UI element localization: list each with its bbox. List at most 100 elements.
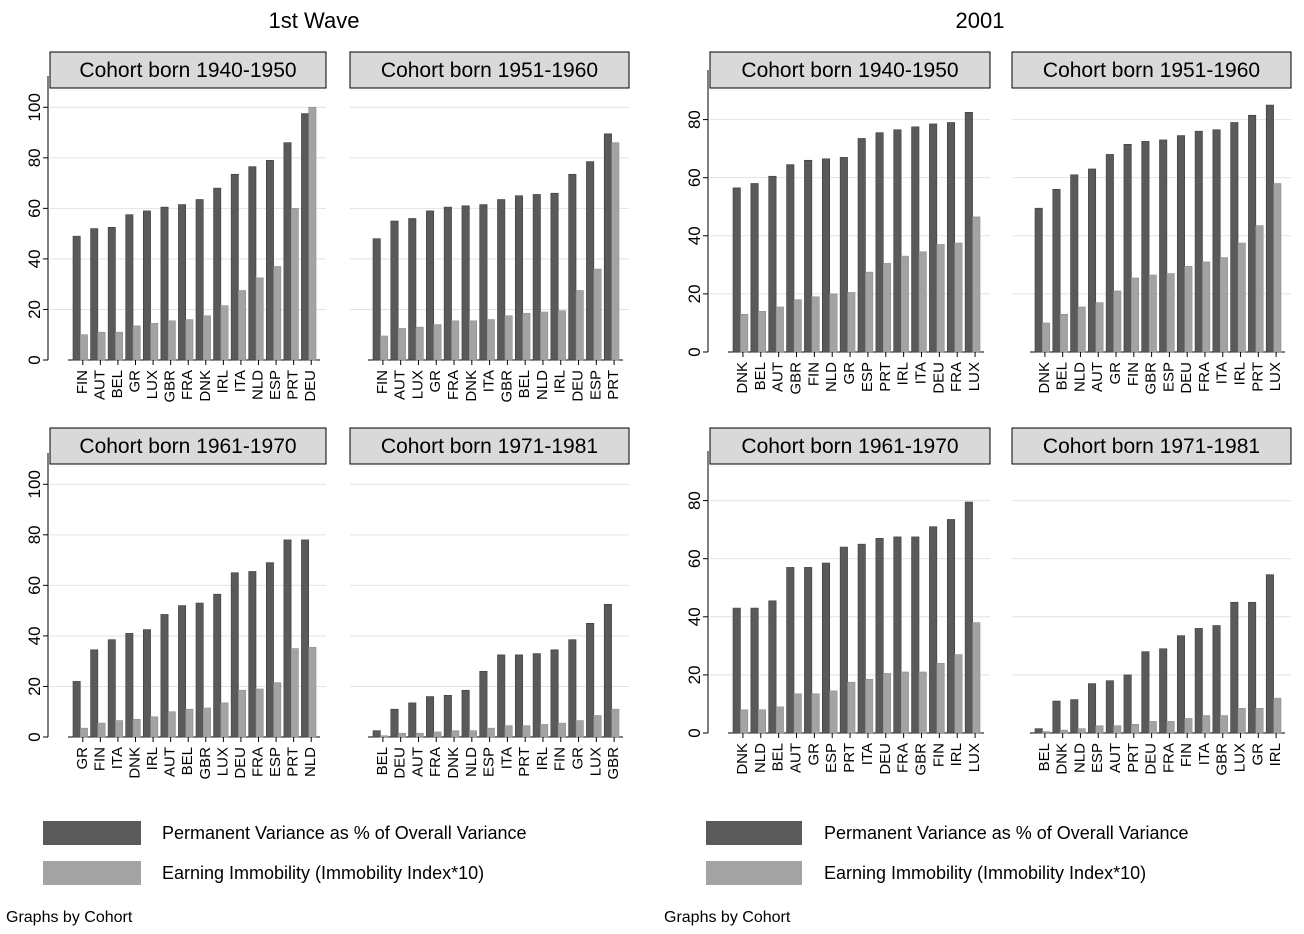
bar-immobility [308, 646, 317, 738]
bar-immobility [167, 711, 176, 738]
bar-permanent [514, 195, 523, 361]
x-tick-label: AUT [91, 370, 108, 400]
x-tick-label: IRL [552, 370, 569, 393]
bar-immobility [150, 323, 159, 361]
legend-label-permanent: Permanent Variance as % of Overall Varia… [824, 823, 1189, 843]
x-tick-label: BEL [770, 743, 787, 771]
bar-permanent [768, 600, 777, 734]
bar-permanent [301, 113, 310, 361]
x-tick-label: AUT [787, 743, 804, 773]
bar-permanent [1141, 141, 1150, 353]
x-tick-label: ESP [267, 370, 284, 400]
bar-permanent [1194, 130, 1203, 353]
x-tick-label: FRA [249, 747, 266, 777]
bar-immobility [865, 678, 874, 734]
x-tick-label: PRT [877, 362, 894, 392]
bar-immobility [1059, 313, 1068, 353]
bar-permanent [821, 158, 831, 353]
bar-immobility [290, 648, 299, 738]
x-tick-label: DNK [1054, 743, 1071, 775]
bar-immobility [1237, 242, 1246, 353]
x-tick-label: DNK [1036, 362, 1053, 394]
bar-immobility [882, 263, 892, 353]
legend-swatch-permanent [43, 821, 141, 845]
bar-permanent [732, 187, 741, 353]
bar-immobility [811, 693, 820, 734]
x-tick-label: ESP [267, 747, 284, 777]
bar-permanent [911, 126, 920, 353]
x-tick-label: DNK [126, 747, 143, 779]
bar-permanent [1265, 574, 1274, 734]
panel: Cohort born 1951-1960 DNK BEL NLD AUT GR FIN GB… [1011, 51, 1292, 395]
x-tick-label: ITA [912, 362, 929, 384]
bar-permanent [550, 649, 559, 738]
bar-immobility [415, 326, 424, 361]
x-tick-label: GR [841, 362, 858, 385]
x-tick-label: LUX [1232, 743, 1249, 772]
x-tick-label: FRA [179, 370, 196, 400]
bar-immobility [1273, 183, 1282, 353]
bar-permanent [107, 639, 116, 738]
bar-permanent [178, 605, 187, 738]
bar-permanent [408, 702, 417, 738]
bar-permanent [1123, 143, 1132, 353]
bar-immobility [740, 709, 749, 734]
bar-immobility [522, 312, 531, 361]
y-tick-label: 0 [685, 728, 704, 737]
x-tick-label: IRL [948, 743, 965, 766]
x-tick-label: BEL [374, 747, 391, 775]
bar-permanent [230, 572, 239, 738]
bar-permanent [964, 112, 973, 353]
bar-permanent [1248, 601, 1257, 734]
x-tick-label: ITA [1196, 743, 1213, 765]
bar-immobility [1077, 728, 1086, 734]
bar-immobility [1202, 261, 1211, 353]
bar-permanent [804, 159, 813, 353]
bar-immobility [847, 681, 856, 734]
bar-permanent [1212, 625, 1221, 734]
bar-immobility [185, 319, 194, 361]
bar-immobility [469, 320, 478, 361]
y-tick-label: 40 [685, 607, 704, 626]
bar-immobility [900, 671, 909, 734]
bar-permanent [1141, 651, 1150, 734]
bar-immobility [97, 722, 106, 738]
y-tick-label: 20 [25, 300, 44, 319]
bar-immobility [611, 142, 620, 361]
x-tick-label: ITA [232, 370, 249, 392]
bar-immobility [611, 708, 620, 738]
bar-permanent [1265, 104, 1274, 353]
bar-immobility [1131, 277, 1140, 353]
y-tick-label: 80 [25, 525, 44, 544]
x-tick-label: NLD [1071, 362, 1088, 392]
panel-strip-label: Cohort born 1940-1950 [741, 59, 958, 82]
bar-permanent [265, 562, 274, 738]
x-tick-label: GBR [162, 370, 179, 403]
figure-1st-wave: 1st Wave 0 20 40 60 80 100 Cohort born 1940-195… [6, 8, 630, 926]
bar-immobility [775, 706, 784, 734]
bar-permanent [946, 122, 956, 353]
panel-strip-label: Cohort born 1961-1970 [741, 435, 958, 458]
bar-permanent [768, 175, 777, 353]
x-tick-label: PRT [285, 747, 302, 777]
x-tick-label: FIN [552, 747, 569, 771]
bar-permanent [586, 622, 595, 738]
bar-permanent [160, 206, 169, 361]
x-tick-label: NLD [249, 370, 266, 400]
bar-permanent [964, 501, 973, 734]
bar-immobility [504, 725, 513, 738]
bar-immobility [557, 310, 566, 361]
y-tick-label: 0 [685, 347, 704, 356]
bar-permanent [230, 173, 239, 361]
bar-immobility [308, 106, 317, 361]
panel-strip [349, 427, 630, 465]
x-tick-label: FIN [930, 743, 947, 767]
bar-immobility [1166, 721, 1175, 734]
bar-permanent [1194, 628, 1203, 734]
bar-immobility [575, 720, 584, 738]
x-tick-label: BEL [1054, 362, 1071, 390]
panel-strip [709, 51, 991, 89]
bar-permanent [72, 235, 81, 361]
bar-permanent [443, 206, 452, 361]
graphs-by-note: Graphs by Cohort [6, 909, 133, 926]
